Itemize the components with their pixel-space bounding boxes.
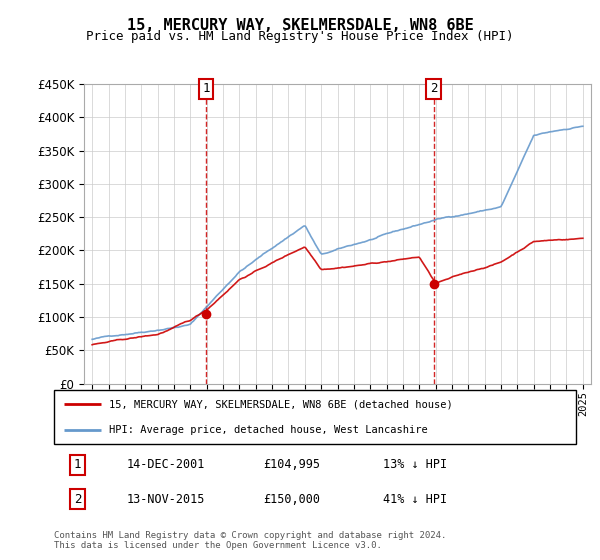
Text: 1: 1 xyxy=(202,82,209,95)
Text: £150,000: £150,000 xyxy=(263,493,320,506)
Text: 13% ↓ HPI: 13% ↓ HPI xyxy=(383,458,447,471)
FancyBboxPatch shape xyxy=(54,390,576,444)
Text: HPI: Average price, detached house, West Lancashire: HPI: Average price, detached house, West… xyxy=(109,424,428,435)
Text: 2: 2 xyxy=(430,82,437,95)
Text: 15, MERCURY WAY, SKELMERSDALE, WN8 6BE (detached house): 15, MERCURY WAY, SKELMERSDALE, WN8 6BE (… xyxy=(109,399,452,409)
Text: Contains HM Land Registry data © Crown copyright and database right 2024.
This d: Contains HM Land Registry data © Crown c… xyxy=(54,531,446,550)
Text: Price paid vs. HM Land Registry's House Price Index (HPI): Price paid vs. HM Land Registry's House … xyxy=(86,30,514,43)
Text: 1: 1 xyxy=(74,458,81,471)
Text: 15, MERCURY WAY, SKELMERSDALE, WN8 6BE: 15, MERCURY WAY, SKELMERSDALE, WN8 6BE xyxy=(127,18,473,33)
Text: 13-NOV-2015: 13-NOV-2015 xyxy=(127,493,205,506)
Text: 14-DEC-2001: 14-DEC-2001 xyxy=(127,458,205,471)
Text: £104,995: £104,995 xyxy=(263,458,320,471)
Text: 41% ↓ HPI: 41% ↓ HPI xyxy=(383,493,447,506)
Text: 2: 2 xyxy=(74,493,81,506)
